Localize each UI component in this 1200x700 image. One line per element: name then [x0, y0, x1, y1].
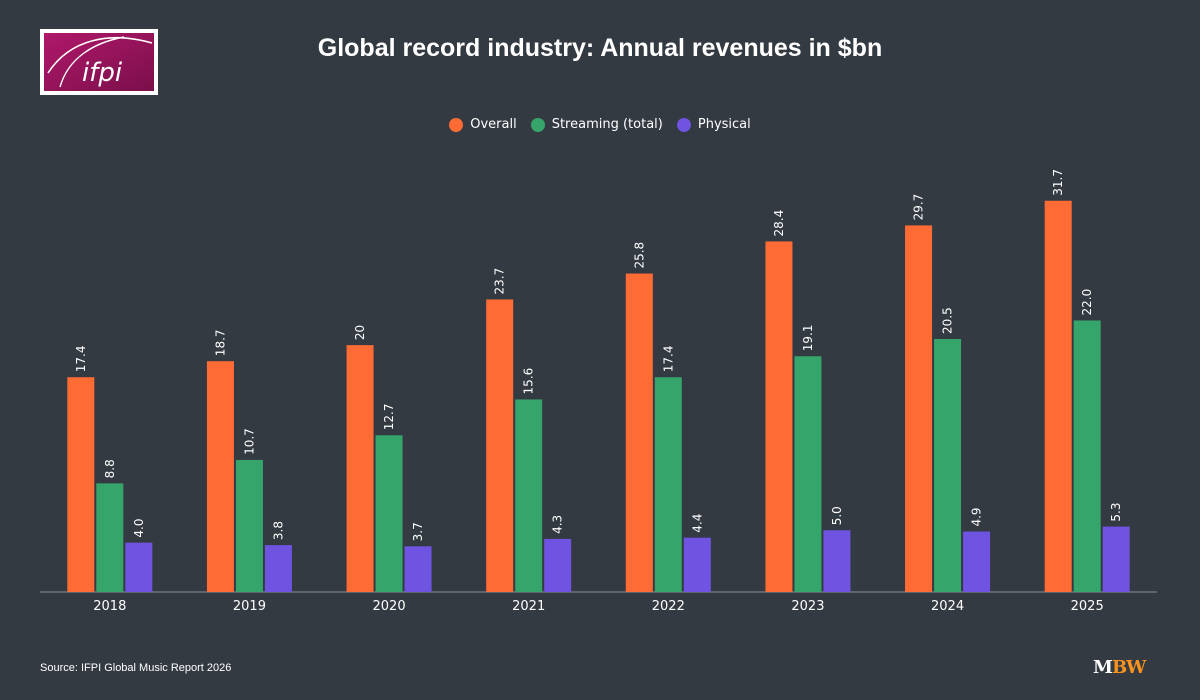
chart-title: Global record industry: Annual revenues … — [317, 34, 883, 62]
x-tick-label-2019: 2019 — [233, 599, 266, 614]
data-label-overall-2020: 20 — [353, 325, 367, 340]
bar-overall-2025[interactable] — [1044, 200, 1072, 592]
bar-overall-2018[interactable] — [67, 377, 95, 592]
bar-physical-2018[interactable] — [125, 542, 153, 592]
bar-streaming-total-2019[interactable] — [235, 459, 263, 592]
bar-overall-2024[interactable] — [905, 225, 933, 592]
bar-overall-2020[interactable] — [346, 345, 374, 592]
bar-overall-2022[interactable] — [625, 273, 653, 592]
legend-label-physical: Physical — [697, 117, 751, 132]
legend-swatch-physical — [676, 117, 691, 132]
ifpi-logo: ifpi — [40, 29, 158, 95]
data-label-streaming-total-2024: 20.5 — [941, 307, 955, 334]
legend-swatch-overall — [449, 117, 464, 132]
bar-overall-2023[interactable] — [765, 241, 793, 592]
data-label-physical-2020: 3.7 — [411, 522, 425, 541]
data-label-overall-2019: 18.7 — [213, 329, 227, 356]
x-tick-label-2023: 2023 — [791, 599, 824, 614]
bar-streaming-total-2025[interactable] — [1073, 320, 1101, 592]
bar-streaming-total-2024[interactable] — [934, 338, 962, 592]
mbw-logo: MBW — [1093, 657, 1146, 678]
legend-item-physical[interactable]: Physical — [676, 117, 751, 132]
logo-text: ifpi — [82, 58, 123, 88]
bar-overall-2019[interactable] — [206, 361, 234, 592]
legend-label-streaming: Streaming (total) — [551, 117, 663, 132]
x-tick-label-2022: 2022 — [652, 599, 685, 614]
data-label-physical-2018: 4.0 — [132, 519, 146, 538]
legend-item-overall[interactable]: Overall — [449, 117, 517, 132]
data-label-overall-2023: 28.4 — [772, 210, 786, 237]
data-label-streaming-total-2019: 10.7 — [242, 428, 256, 455]
data-label-physical-2019: 3.8 — [271, 521, 285, 540]
x-tick-label-2024: 2024 — [931, 599, 964, 614]
data-label-physical-2021: 4.3 — [551, 515, 565, 534]
data-label-streaming-total-2020: 12.7 — [382, 404, 396, 431]
data-label-overall-2024: 29.7 — [912, 194, 926, 221]
bar-physical-2023[interactable] — [823, 530, 851, 592]
data-label-streaming-total-2025: 22.0 — [1080, 289, 1094, 316]
data-label-physical-2024: 4.9 — [970, 507, 984, 526]
bar-physical-2025[interactable] — [1102, 526, 1130, 592]
legend-item-streaming[interactable]: Streaming (total) — [530, 117, 663, 132]
bar-physical-2019[interactable] — [264, 545, 292, 592]
bar-streaming-total-2023[interactable] — [794, 356, 822, 592]
data-label-overall-2021: 23.7 — [493, 268, 507, 295]
bar-physical-2024[interactable] — [963, 531, 991, 592]
data-label-overall-2025: 31.7 — [1051, 169, 1065, 196]
bar-streaming-total-2022[interactable] — [654, 377, 682, 592]
brand-m: M — [1093, 657, 1113, 678]
brand-bw: BW — [1111, 657, 1146, 678]
data-label-overall-2022: 25.8 — [632, 242, 646, 269]
data-label-physical-2025: 5.3 — [1109, 502, 1123, 521]
data-label-physical-2022: 4.4 — [690, 514, 704, 533]
legend-swatch-streaming — [530, 117, 545, 132]
data-label-streaming-total-2021: 15.6 — [522, 368, 536, 395]
data-label-streaming-total-2022: 17.4 — [661, 346, 675, 373]
bar-physical-2020[interactable] — [404, 546, 432, 592]
source-note: Source: IFPI Global Music Report 2026 — [40, 662, 232, 674]
x-tick-label-2025: 2025 — [1071, 599, 1104, 614]
bar-streaming-total-2018[interactable] — [96, 483, 124, 592]
data-label-physical-2023: 5.0 — [830, 506, 844, 525]
legend: Overall Streaming (total) Physical — [0, 117, 1200, 132]
bar-streaming-total-2021[interactable] — [515, 399, 543, 592]
data-label-streaming-total-2023: 19.1 — [801, 325, 815, 352]
x-tick-label-2020: 2020 — [373, 599, 406, 614]
bar-streaming-total-2020[interactable] — [375, 435, 403, 592]
bar-physical-2021[interactable] — [544, 538, 572, 592]
bar-physical-2022[interactable] — [683, 537, 711, 592]
bar-overall-2021[interactable] — [486, 299, 514, 592]
data-label-streaming-total-2018: 8.8 — [103, 459, 117, 478]
x-tick-label-2018: 2018 — [93, 599, 126, 614]
x-tick-label-2021: 2021 — [512, 599, 545, 614]
legend-label-overall: Overall — [470, 117, 517, 132]
data-label-overall-2018: 17.4 — [74, 346, 88, 373]
